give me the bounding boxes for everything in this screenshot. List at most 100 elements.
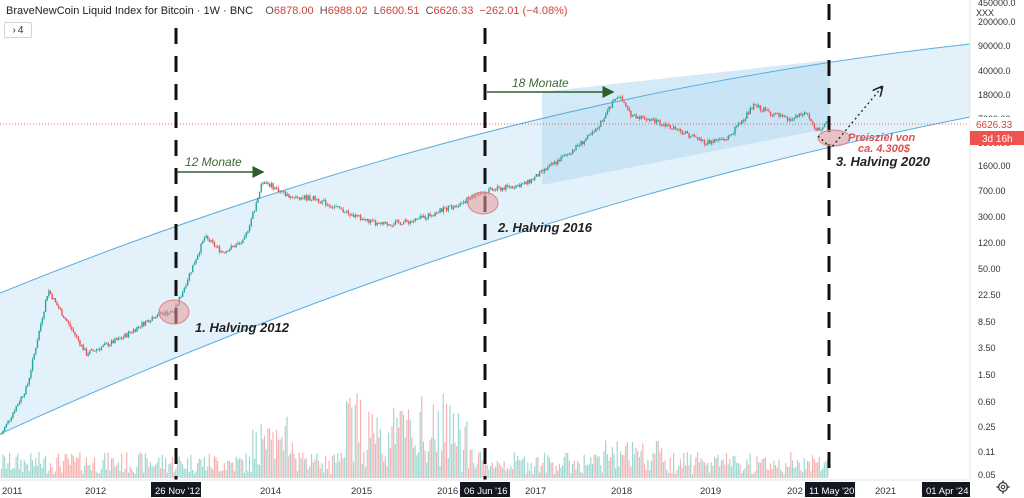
volume-bar (621, 454, 623, 478)
volume-bar (300, 458, 302, 478)
volume-bar (181, 464, 184, 478)
time-axis[interactable]: 2011 2012 2014 2015 2016 2017 2018 2019 2021 202 2… (2, 482, 970, 497)
volume-bar (489, 465, 492, 478)
volume-bar (568, 460, 570, 478)
volume-bar (119, 470, 121, 478)
gear-icon[interactable] (996, 480, 1010, 494)
volume-bar (591, 463, 594, 478)
volume-bar (724, 464, 726, 478)
volume-bar (474, 468, 476, 478)
volume-bar (776, 467, 778, 478)
volume-bar (302, 452, 304, 478)
volume-bar (686, 452, 688, 478)
volume-bar (262, 439, 264, 478)
volume-bar (496, 461, 498, 478)
volume-bar (751, 473, 753, 478)
volume-bar (679, 459, 682, 478)
volume-bar (729, 458, 731, 478)
volume-bar (168, 464, 170, 478)
volume-bar (49, 463, 52, 478)
volume-bar (115, 465, 118, 478)
volume-bar (419, 411, 421, 478)
volume-bar (30, 452, 32, 478)
interval-label[interactable]: 1W (203, 5, 221, 17)
volume-bar (698, 462, 700, 478)
time-axis-year: 2021 (875, 486, 896, 497)
volume-bar (102, 460, 104, 478)
volume-bar (17, 453, 19, 478)
volume-bar (143, 472, 145, 478)
volume-bar (203, 457, 205, 478)
volume-bar (166, 472, 168, 478)
volume-bar (104, 453, 106, 478)
exchange-label: BNC (229, 5, 254, 17)
volume-bar (247, 471, 249, 478)
indicators-collapse-button[interactable]: › 4 (4, 22, 32, 38)
volume-bar (628, 460, 630, 478)
volume-bar (469, 449, 471, 478)
volume-bar (316, 453, 318, 478)
volume-bar (725, 453, 728, 478)
volume-bar (515, 460, 517, 478)
volume-bar (669, 457, 671, 478)
symbol-title[interactable]: BraveNewCoin Liquid Index for Bitcoin (6, 5, 194, 17)
volume-bar (424, 450, 426, 478)
volume-bar (676, 470, 678, 478)
volume-bar (358, 442, 360, 478)
volume-bar (452, 413, 454, 478)
volume-bar (825, 461, 827, 478)
volume-bar (270, 439, 272, 478)
volume-bar (623, 455, 625, 478)
volume-bar (127, 472, 130, 478)
volume-bar (218, 471, 220, 478)
volume-bar (156, 462, 158, 478)
volume-bar (371, 413, 373, 478)
volume-bar (309, 466, 311, 478)
volume-bar (54, 471, 56, 478)
volume-bar (165, 457, 167, 478)
time-axis-date-tag: 06 Jun '16 (464, 486, 508, 497)
volume-bar (661, 448, 663, 478)
volume-bar (707, 462, 709, 478)
volume-bar (774, 464, 777, 478)
time-axis-date-tag-bg (805, 482, 855, 497)
price-candle (593, 131, 595, 133)
volume-bar (513, 452, 515, 478)
volume-bar (601, 472, 603, 478)
volume-bar (82, 473, 84, 478)
volume-bar (734, 456, 736, 478)
price-axis-tick: 50.00 (978, 264, 1001, 274)
volume-bar (225, 470, 227, 478)
volume-bar (467, 468, 470, 478)
volume-bar (754, 471, 756, 478)
volume-bar (202, 466, 204, 478)
volume-bar (695, 457, 697, 478)
volume-bar (105, 469, 108, 478)
volume-bar (520, 460, 522, 478)
price-axis[interactable]: 450000.0200000.090000.040000.018000.0760… (969, 0, 1024, 480)
volume-bar (788, 466, 790, 478)
volume-bar (378, 437, 380, 478)
high-label: H (319, 5, 328, 17)
volume-bar (583, 454, 585, 478)
volume-bar (741, 473, 743, 478)
volume-bar (406, 419, 408, 478)
time-axis-year: 2012 (85, 486, 106, 497)
volume-bar (603, 451, 605, 478)
volume-bar (213, 456, 215, 478)
volume-bar (260, 424, 262, 478)
volume-bar (279, 439, 281, 478)
volume-bar (605, 440, 607, 478)
volume-bar (122, 472, 124, 478)
volume-bar (121, 453, 123, 478)
volume-bar (124, 468, 126, 478)
volume-bar (805, 469, 807, 478)
volume-bar (505, 470, 507, 478)
volume-bar (110, 458, 113, 478)
volume-bar (421, 396, 423, 478)
price-axis-tick: 0.60 (978, 397, 996, 407)
volume-bar (43, 458, 45, 478)
volume-bar (525, 473, 527, 478)
volume-bar (208, 453, 210, 478)
